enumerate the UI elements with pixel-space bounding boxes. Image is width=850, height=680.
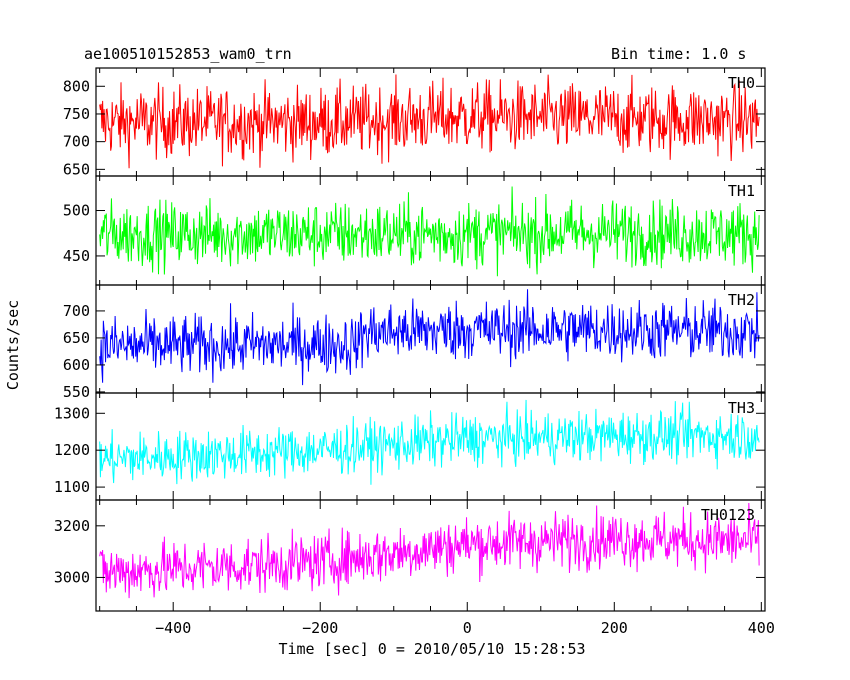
y-tick-label: 1100 — [54, 478, 90, 496]
series-label: TH1 — [728, 182, 755, 200]
y-tick-label: 3200 — [54, 517, 90, 535]
x-tick-label: 200 — [601, 619, 628, 637]
y-tick-label: 650 — [63, 160, 90, 178]
y-tick-label: 600 — [63, 356, 90, 374]
y-tick-label: 450 — [63, 247, 90, 265]
panel-th2: 550 600 650 700 TH2 — [63, 284, 766, 401]
x-axis-label: Time [sec] 0 = 2010/05/10 15:28:53 — [278, 640, 585, 658]
chart-title: ae100510152853_wam0_trn — [84, 45, 292, 63]
y-tick-label: 800 — [63, 77, 90, 95]
series-line-th3 — [99, 399, 760, 485]
panel-th3: 1100 1200 1300 TH3 — [54, 392, 766, 501]
y-tick-label: 1200 — [54, 441, 90, 459]
series-line-th0 — [99, 74, 760, 169]
x-tick-label: −200 — [302, 619, 338, 637]
panel-th0: 650 700 750 800 TH0 — [63, 67, 766, 178]
y-tick-label: 650 — [63, 329, 90, 347]
series-line-th0123 — [99, 503, 760, 599]
bin-time-label: Bin time: 1.0 s — [611, 45, 747, 63]
series-line-th1 — [99, 186, 760, 277]
x-tick-label: 400 — [748, 619, 775, 637]
series-label: TH3 — [728, 399, 755, 417]
y-tick-label: 700 — [63, 302, 90, 320]
y-tick-label: 700 — [63, 133, 90, 151]
y-tick-label: 550 — [63, 383, 90, 401]
panel-th1: 450 500 TH1 — [63, 175, 766, 286]
y-tick-label: 500 — [63, 202, 90, 220]
x-tick-label: 0 — [463, 619, 472, 637]
series-line-th2 — [99, 289, 760, 386]
panels-group: 650 700 750 800 TH0 450 500 TH1 550 600 650 700 TH2 1… — [54, 67, 775, 637]
panel-th0123: 3000 3200 TH0123 — [54, 499, 766, 612]
series-label: TH2 — [728, 291, 755, 309]
y-axis-label: Counts/sec — [4, 300, 22, 390]
y-tick-label: 750 — [63, 105, 90, 123]
series-label: TH0 — [728, 74, 755, 92]
x-tick-label: −400 — [155, 619, 191, 637]
series-label: TH0123 — [701, 506, 755, 524]
y-tick-label: 1300 — [54, 404, 90, 422]
y-tick-label: 3000 — [54, 568, 90, 586]
